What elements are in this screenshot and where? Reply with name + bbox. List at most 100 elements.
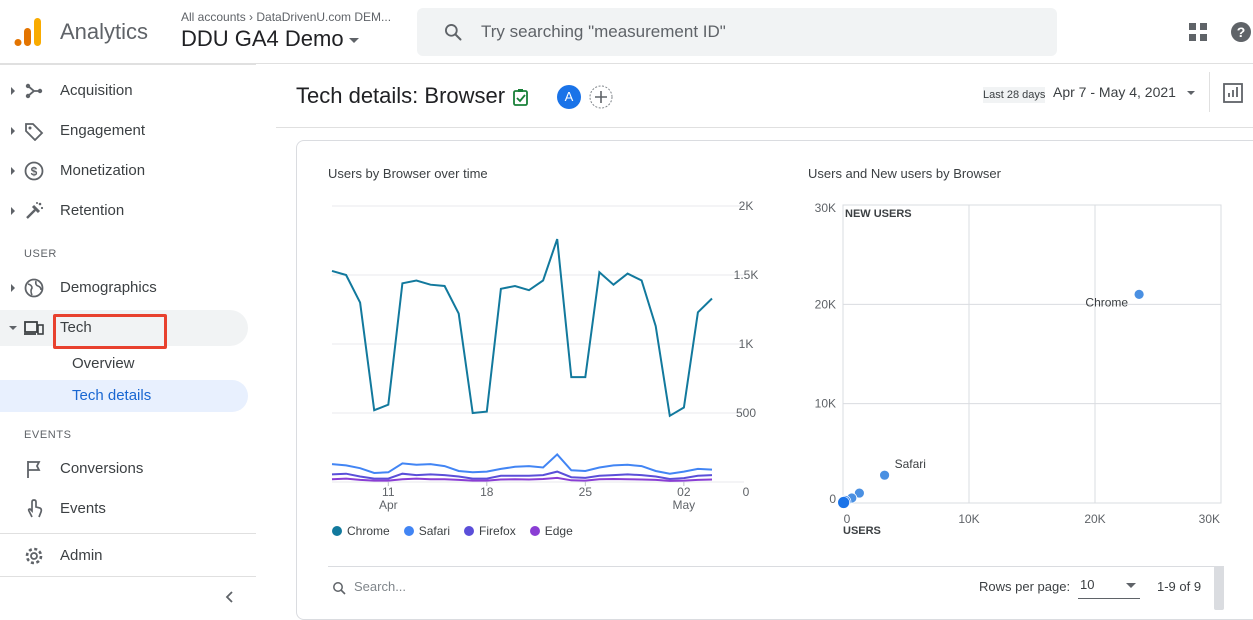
section-label-user: USER [24, 248, 57, 260]
property-selector[interactable]: DDU GA4 Demo [181, 26, 344, 51]
scatter-chart[interactable]: 30K 20K 10K 00 10K 20K 30K NEW USERS USERS Chrome… [800, 200, 1240, 545]
sidebar-item-label: Monetization [60, 162, 146, 179]
sidebar-item-acquisition[interactable]: Acquisition [0, 73, 248, 109]
legend-item-safari[interactable]: Safari [403, 524, 451, 538]
sidebar-item-label: Retention [60, 202, 125, 219]
dollar-icon: $ [24, 161, 44, 181]
devices-icon [24, 321, 44, 335]
saved-report-check-icon[interactable] [512, 88, 530, 106]
legend-item-edge[interactable]: Edge [529, 524, 573, 538]
x-tick-label: 20K [1084, 512, 1105, 526]
header-divider [1209, 72, 1210, 112]
section-label-events: EVENTS [24, 429, 72, 441]
sidebar-item-label: Admin [60, 547, 103, 564]
chevron-down-icon[interactable] [349, 38, 359, 43]
apps-grid-icon[interactable] [1188, 22, 1208, 42]
svg-text:?: ? [1237, 24, 1246, 40]
chevron-down-icon [1126, 583, 1136, 588]
x-tick-label: 0 [844, 512, 851, 526]
chevron-right-icon [11, 167, 15, 175]
y-axis-label: NEW USERS [845, 208, 912, 220]
rows-per-page-value: 10 [1080, 577, 1095, 592]
search-input[interactable] [481, 20, 1041, 44]
sidebar-divider [0, 533, 256, 534]
search-icon [445, 24, 462, 41]
header-underline [276, 127, 1253, 128]
sidebar-item-admin[interactable]: Admin [0, 538, 248, 574]
y-tick-label: 0 [743, 485, 750, 499]
x-tick-month-label: May [673, 498, 696, 512]
table-toolbar: Rows per page: 10 1-9 of 9 [328, 566, 1224, 610]
point-label: Chrome [1085, 295, 1128, 309]
page-title: Tech details: Browser [296, 83, 506, 108]
sidebar-subitem-overview[interactable]: Overview [0, 348, 248, 380]
date-range-selector[interactable]: Apr 7 - May 4, 2021 [1053, 84, 1176, 100]
comparison-avatar[interactable]: A [557, 85, 581, 109]
scatter-chart-title: Users and New users by Browser [808, 166, 1001, 181]
x-tick-label: 18 [480, 485, 494, 499]
sidebar-item-conversions[interactable]: Conversions [0, 451, 248, 487]
line-chart-legend: Chrome Safari Firefox Edge [332, 524, 587, 538]
legend-label: Edge [544, 524, 573, 538]
y-tick-label: 10K [815, 397, 836, 411]
account-breadcrumb[interactable]: All accounts › DataDrivenU.com DEM... [181, 10, 392, 24]
collapse-sidebar-icon[interactable] [222, 589, 238, 605]
sidebar-subitem-label: Overview [72, 355, 135, 372]
top-bar: Analytics All accounts › DataDrivenU.com… [0, 0, 1253, 64]
scatter-point [879, 469, 890, 481]
help-icon[interactable]: ? [1230, 21, 1252, 43]
search-icon [333, 582, 346, 595]
sidebar-item-retention[interactable]: Retention [0, 193, 248, 229]
table-search-input[interactable] [354, 579, 554, 594]
line-chart-title: Users by Browser over time [328, 166, 488, 181]
x-tick-month-label: Apr [379, 498, 398, 512]
analytics-logo-icon[interactable] [14, 16, 42, 48]
sidebar-item-label: Events [60, 500, 106, 517]
customize-report-icon[interactable] [1222, 82, 1244, 104]
legend-label: Safari [418, 524, 451, 538]
x-axis-label: USERS [843, 525, 881, 537]
touch-icon [27, 499, 43, 518]
vertical-scrollbar[interactable] [1214, 566, 1224, 610]
y-tick-label: 0 [829, 492, 836, 506]
pagination-status: 1-9 of 9 [1157, 579, 1202, 594]
date-preset-label[interactable]: Last 28 days [983, 87, 1046, 103]
legend-item-chrome[interactable]: Chrome [332, 524, 390, 538]
series-line-chrome [331, 238, 713, 418]
sidebar-item-engagement[interactable]: Engagement [0, 113, 248, 149]
acquisition-icon [25, 83, 43, 99]
search-bar[interactable] [417, 8, 1057, 56]
sidebar-item-monetization[interactable]: $ Monetization [0, 153, 248, 189]
sidebar-item-label: Conversions [60, 460, 144, 477]
x-tick-label: 11 [382, 485, 395, 499]
y-tick-label: 1.5K [734, 268, 759, 282]
x-tick-label: 10K [958, 512, 979, 526]
series-line-safari [331, 452, 713, 475]
scatter-point [1133, 289, 1145, 300]
sidebar-subitem-tech-details[interactable]: Tech details [0, 380, 248, 412]
rows-per-page-label: Rows per page: [979, 579, 1071, 594]
scatter-point [853, 487, 865, 499]
sidebar-item-events[interactable]: Events [0, 491, 248, 527]
chevron-down-icon [9, 326, 17, 330]
legend-item-firefox[interactable]: Firefox [464, 524, 516, 538]
y-tick-label: 500 [736, 406, 756, 420]
sidebar-top-divider [0, 64, 256, 65]
series-line-firefox [331, 470, 713, 481]
sidebar: Acquisition Engagement $ Monetization Re… [0, 64, 256, 610]
gear-icon [25, 547, 43, 565]
chevron-right-icon [11, 207, 15, 215]
sidebar-divider [0, 576, 256, 577]
legend-label: Firefox [479, 524, 516, 538]
sidebar-item-label: Acquisition [60, 82, 133, 99]
add-comparison-icon[interactable] [589, 85, 613, 109]
chevron-right-icon [11, 87, 15, 95]
chevron-down-icon[interactable] [1187, 91, 1195, 95]
charts-card [296, 140, 1253, 620]
legend-dot [529, 526, 540, 536]
rows-per-page-select[interactable]: 10 [1078, 575, 1140, 599]
legend-label: Chrome [347, 524, 390, 538]
tag-icon [25, 123, 44, 141]
sidebar-item-demographics[interactable]: Demographics [0, 270, 248, 306]
